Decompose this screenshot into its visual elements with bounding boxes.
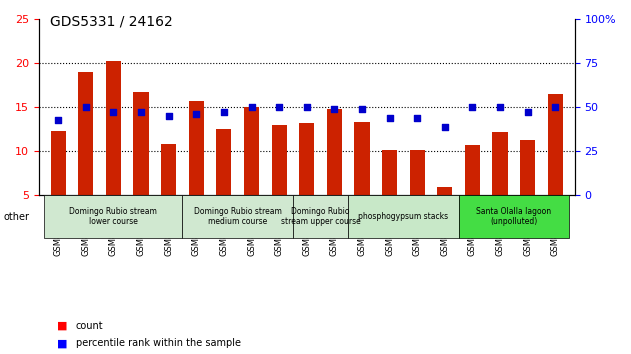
Text: Domingo Rubio stream
lower course: Domingo Rubio stream lower course — [69, 207, 157, 226]
Point — [81, 104, 91, 110]
Bar — [78, 72, 93, 195]
Point — [302, 104, 312, 110]
Bar — [244, 107, 259, 195]
Bar — [382, 150, 397, 195]
Point — [274, 104, 284, 110]
Bar — [271, 125, 286, 195]
Text: Santa Olalla lagoon
(unpolluted): Santa Olalla lagoon (unpolluted) — [476, 207, 551, 226]
Text: percentile rank within the sample: percentile rank within the sample — [76, 338, 240, 348]
Bar — [437, 188, 452, 195]
Bar — [520, 140, 535, 195]
Text: Domingo Rubio
stream upper course: Domingo Rubio stream upper course — [281, 207, 360, 226]
Point — [357, 106, 367, 112]
Bar — [133, 92, 149, 195]
Point — [495, 104, 505, 110]
Text: ■: ■ — [57, 338, 68, 348]
Point — [53, 117, 63, 122]
Point — [468, 104, 478, 110]
Bar — [465, 145, 480, 195]
Point — [384, 115, 394, 121]
Bar — [548, 94, 563, 195]
Text: ■: ■ — [57, 321, 68, 331]
Bar — [216, 129, 232, 195]
Bar — [410, 150, 425, 195]
Text: other: other — [3, 212, 29, 222]
Text: phosphogypsum stacks: phosphogypsum stacks — [358, 212, 449, 221]
Bar — [355, 122, 370, 195]
Text: Domingo Rubio stream
medium course: Domingo Rubio stream medium course — [194, 207, 281, 226]
Point — [163, 113, 174, 119]
Text: count: count — [76, 321, 103, 331]
Bar — [50, 131, 66, 195]
Point — [440, 124, 450, 130]
Point — [136, 110, 146, 115]
Point — [550, 104, 560, 110]
Point — [219, 110, 229, 115]
Bar — [189, 101, 204, 195]
Point — [412, 115, 422, 121]
Bar — [106, 61, 121, 195]
Point — [191, 112, 201, 117]
Point — [109, 110, 119, 115]
Point — [522, 110, 533, 115]
Bar — [299, 123, 314, 195]
Text: GDS5331 / 24162: GDS5331 / 24162 — [50, 14, 174, 28]
Point — [247, 104, 257, 110]
Bar — [492, 132, 508, 195]
Bar — [161, 144, 176, 195]
Bar — [327, 109, 342, 195]
Point — [329, 106, 339, 112]
